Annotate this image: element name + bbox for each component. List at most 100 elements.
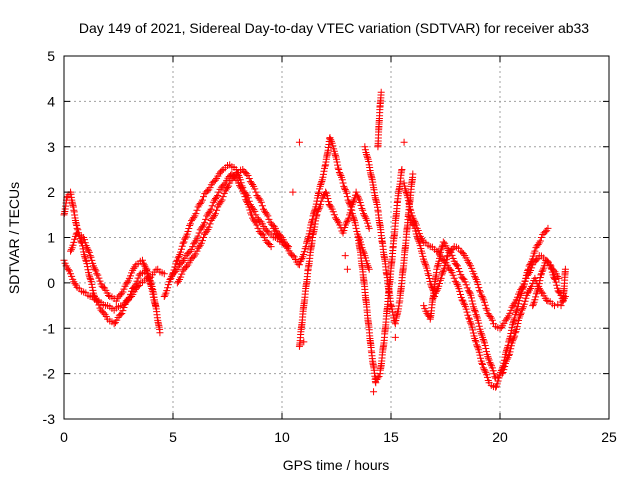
data-point <box>442 259 450 267</box>
data-point <box>350 197 358 205</box>
data-point <box>202 215 210 223</box>
data-point <box>133 277 141 285</box>
data-point <box>343 193 351 201</box>
data-point <box>71 280 79 288</box>
data-point <box>305 230 313 238</box>
data-point <box>463 284 471 292</box>
data-point <box>507 306 515 314</box>
data-point <box>201 219 209 227</box>
data-point <box>509 319 517 327</box>
x-tick-label: 15 <box>383 429 399 445</box>
data-point <box>243 197 251 205</box>
data-point <box>474 280 482 288</box>
data-point <box>537 234 545 241</box>
data-point <box>348 201 356 209</box>
data-point <box>441 262 449 270</box>
data-point <box>186 220 194 228</box>
data-point <box>193 206 201 214</box>
data-point <box>349 214 357 222</box>
data-point <box>164 284 172 292</box>
data-point <box>208 202 216 210</box>
data-point <box>253 221 261 229</box>
data-point <box>85 248 93 256</box>
data-point <box>85 247 93 255</box>
data-point <box>507 326 515 334</box>
data-point <box>474 344 482 352</box>
data-point <box>535 280 543 288</box>
data-point <box>341 186 349 194</box>
data-point <box>198 223 206 231</box>
data-point <box>477 354 485 362</box>
data-point <box>203 227 211 235</box>
data-point <box>134 274 142 282</box>
data-point <box>471 272 479 280</box>
data-point <box>412 227 420 235</box>
y-tick-label: 3 <box>47 139 55 155</box>
data-point <box>345 214 353 222</box>
data-point <box>337 171 345 179</box>
data-point <box>472 338 480 346</box>
data-point <box>110 320 118 328</box>
data-point <box>178 242 186 250</box>
x-tick-label: 0 <box>60 429 68 445</box>
data-point <box>67 247 75 255</box>
data-point <box>398 165 406 173</box>
data-point <box>478 292 486 300</box>
data-point <box>126 294 134 302</box>
data-point <box>64 266 72 274</box>
data-point <box>424 270 432 278</box>
data-point <box>532 290 540 298</box>
data-point <box>164 281 172 289</box>
data-point <box>338 176 346 184</box>
data-point <box>307 219 315 227</box>
data-point <box>404 197 412 205</box>
data-point <box>481 301 489 309</box>
data-point <box>364 154 372 162</box>
data-point <box>295 138 303 146</box>
data-point <box>471 336 479 344</box>
data-point <box>391 318 399 326</box>
data-point <box>244 172 252 180</box>
data-point <box>387 302 395 310</box>
data-point <box>90 264 98 272</box>
data-point <box>481 341 489 349</box>
data-point <box>349 199 357 207</box>
data-point <box>87 253 95 261</box>
data-point <box>323 192 331 200</box>
data-point <box>406 205 414 213</box>
data-point <box>510 300 518 308</box>
data-point <box>198 237 206 245</box>
data-point <box>143 269 151 277</box>
data-point <box>479 335 487 343</box>
data-point <box>436 254 444 262</box>
data-point <box>553 281 561 289</box>
data-point <box>561 265 569 273</box>
data-point <box>195 229 203 237</box>
data-point <box>71 235 79 243</box>
data-point <box>160 270 168 278</box>
y-tick-label: 4 <box>47 93 55 109</box>
data-point <box>90 291 98 299</box>
data-point <box>329 142 337 150</box>
data-point <box>486 313 494 321</box>
data-point <box>500 366 508 374</box>
data-point <box>341 252 349 260</box>
data-point <box>436 279 444 287</box>
data-point <box>189 243 197 251</box>
data-point <box>469 329 477 337</box>
data-point <box>218 196 226 204</box>
data-point <box>479 364 487 372</box>
data-point <box>365 224 373 232</box>
data-point <box>347 206 355 214</box>
x-tick-label: 5 <box>169 429 177 445</box>
data-point <box>213 206 221 214</box>
data-point <box>505 351 513 359</box>
data-point <box>300 338 308 346</box>
data-point <box>258 202 266 210</box>
chart-title: Day 149 of 2021, Sidereal Day-to-day VTE… <box>79 20 589 36</box>
data-point <box>246 206 254 214</box>
data-point <box>344 216 352 224</box>
data-point <box>473 342 481 350</box>
data-point <box>191 238 199 246</box>
